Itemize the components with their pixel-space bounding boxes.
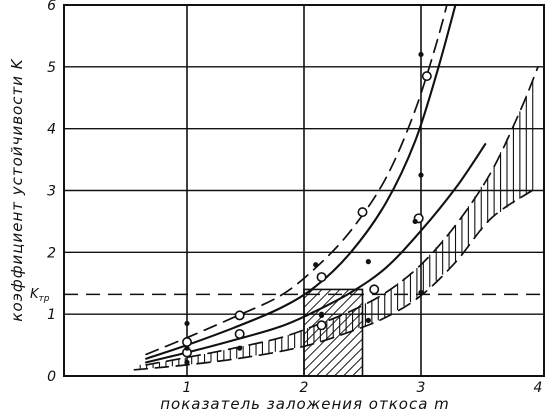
y-tick-label: 2 (47, 245, 56, 261)
diagonal-hatch-stroke (316, 329, 363, 376)
y-tick-label: 5 (47, 60, 56, 76)
diagonal-hatch-stroke (303, 311, 363, 371)
data-point-filled (313, 262, 319, 268)
data-point-filled (184, 345, 190, 351)
diagonal-hatch-stroke (325, 338, 363, 376)
series-line-3 (145, 143, 487, 364)
data-point-filled (318, 311, 325, 317)
y-tick-label: 4 (47, 122, 56, 138)
x-tick-label: 4 (534, 380, 543, 396)
x-tick-label: 2 (300, 380, 309, 396)
data-point-open (234, 328, 245, 339)
data-point-open (357, 207, 368, 218)
diagonal-hatch-stroke (352, 365, 363, 376)
diagonal-hatch-stroke (303, 289, 323, 308)
y-axis-label: коэффициент устойчивости K (8, 58, 26, 321)
data-point-open (182, 336, 193, 347)
data-point-filled (418, 172, 424, 178)
diagonal-hatch-stroke (361, 374, 363, 376)
hatched-region-border (303, 288, 364, 376)
data-point-open (316, 320, 327, 331)
x-tick-label: 3 (417, 380, 426, 396)
y-tick-label: 0 (47, 369, 56, 385)
y-tick-label: 3 (47, 184, 56, 200)
data-point-filled (365, 259, 371, 265)
data-point-filled (365, 317, 371, 323)
y-tick-label: 6 (47, 0, 56, 14)
diagonal-hatch-stroke (343, 356, 363, 376)
series-line-1 (145, 5, 448, 356)
data-point-filled (418, 51, 424, 58)
diagonal-hatch-stroke (303, 293, 363, 353)
ktr-label-main: K (30, 287, 40, 302)
diagonal-hatch-stroke (303, 302, 363, 362)
diagonal-hatch-stroke (334, 347, 363, 376)
diagonal-hatch-stroke (303, 289, 332, 317)
data-point-open (234, 310, 245, 321)
data-point-open (421, 71, 432, 82)
series-line-4 (145, 65, 539, 366)
series-line-5 (133, 189, 534, 371)
data-point-filled (412, 218, 418, 225)
x-axis-label: показатель заложения откоса m (160, 395, 450, 413)
series-layer (64, 5, 544, 371)
ktr-label-sub: тр (39, 294, 50, 304)
x-tick-label: 1 (183, 380, 192, 396)
diagonal-hatch-stroke (307, 320, 363, 376)
y-tick-label: 1 (47, 307, 56, 323)
data-point-filled (184, 359, 190, 365)
tick-layer: 1 2 3 4 0 1 2 3 4 5 6 (47, 0, 542, 396)
marker-layer (182, 51, 432, 365)
data-point-open (316, 272, 327, 283)
hatch-layer (139, 79, 534, 376)
ktr-label: Kтр (30, 287, 50, 304)
data-point-filled (237, 345, 243, 351)
diagonal-hatch-stroke (303, 289, 359, 344)
data-point-filled (184, 320, 190, 327)
data-point-filled (418, 289, 424, 296)
series-line-2 (145, 5, 457, 360)
data-point-open (369, 284, 380, 295)
